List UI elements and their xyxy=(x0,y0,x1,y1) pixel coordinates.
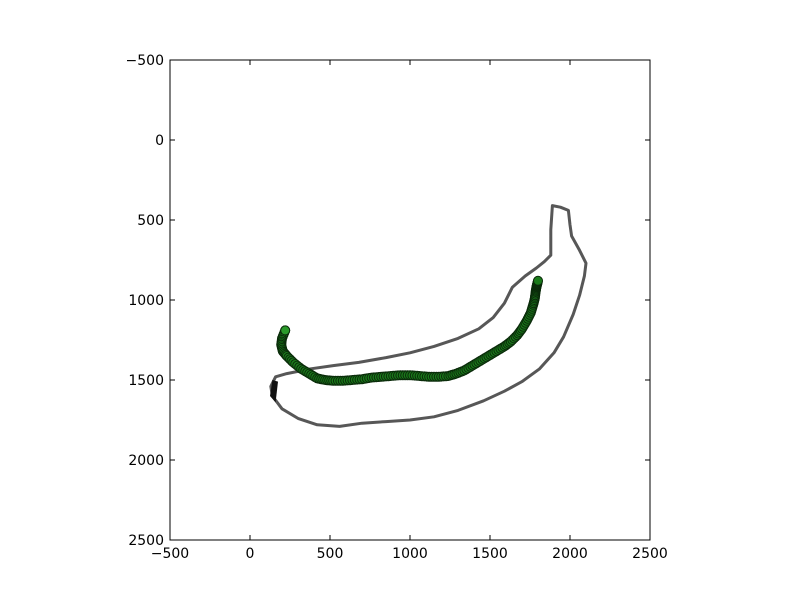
data-points xyxy=(276,275,543,386)
x-tick-label: 0 xyxy=(246,546,255,562)
y-tick-label: 2000 xyxy=(128,453,164,469)
y-tick-label: −500 xyxy=(126,53,164,69)
x-axis: −500 0 500 1000 1500 2000 2500 xyxy=(151,60,668,562)
banana-outline-path xyxy=(269,204,588,428)
y-tick-label: 0 xyxy=(155,133,164,149)
plot-background xyxy=(170,60,650,540)
x-tick-label: 1000 xyxy=(392,546,428,562)
banana-tip xyxy=(270,380,278,403)
y-tick-label: 500 xyxy=(137,213,164,229)
x-tick-label: 1500 xyxy=(472,546,508,562)
x-tick-label: 2500 xyxy=(632,546,668,562)
banana-outline-drawing xyxy=(269,204,588,428)
data-point-first xyxy=(280,325,291,336)
y-tick-label: 2500 xyxy=(128,533,164,549)
plot-area xyxy=(169,59,651,541)
data-point xyxy=(533,275,543,286)
x-tick-label: 500 xyxy=(317,546,344,562)
y-tick-label: 1000 xyxy=(128,293,164,309)
x-tick-label: −500 xyxy=(151,546,189,562)
y-axis: −500 0 500 1000 1500 2000 2500 xyxy=(126,53,650,549)
x-tick-label: 2000 xyxy=(552,546,588,562)
y-tick-label: 1500 xyxy=(128,373,164,389)
